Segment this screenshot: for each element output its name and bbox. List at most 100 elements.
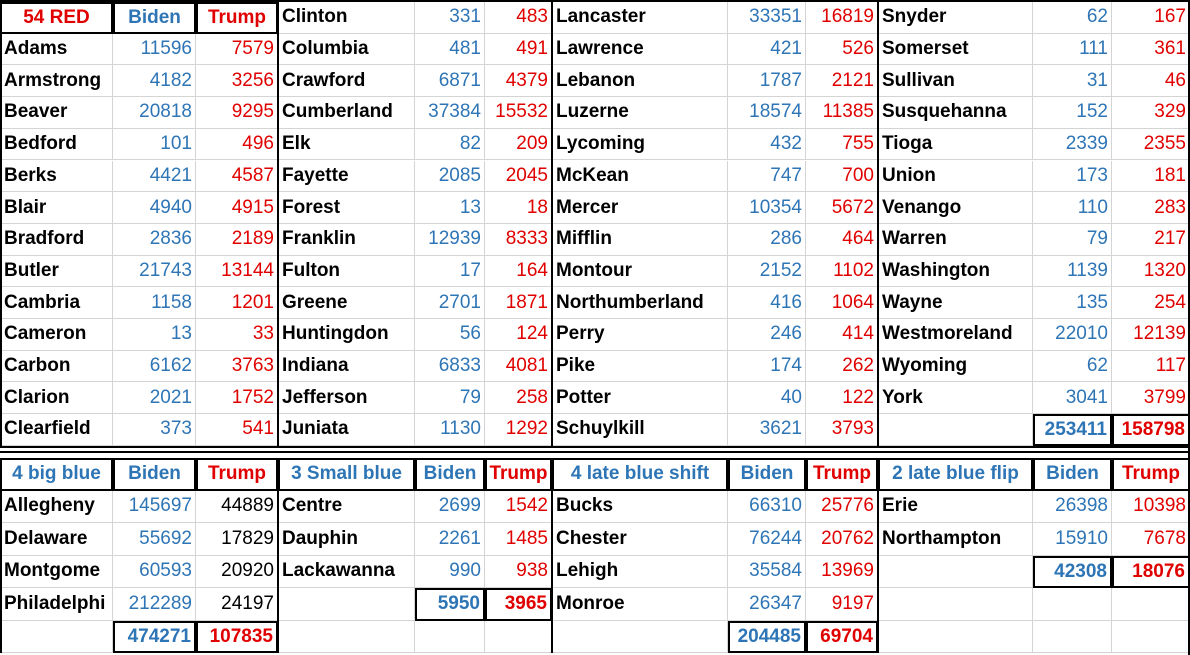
trump-votes: 122: [806, 382, 878, 415]
county-name: Cumberland: [278, 97, 415, 129]
county-name: Forest: [278, 192, 415, 224]
trump-header: Trump: [485, 458, 552, 491]
trump-votes: 4379: [485, 65, 552, 98]
biden-votes: 10354: [728, 192, 806, 224]
border: [0, 0, 1190, 2]
county-name: Franklin: [278, 223, 415, 256]
county-name: Luzerne: [552, 97, 728, 129]
trump-votes: 1320: [1112, 255, 1190, 288]
grid-cell: [278, 588, 415, 621]
trump-votes: 217: [1112, 223, 1190, 256]
trump-votes: 11385: [806, 97, 878, 129]
county-name: Sullivan: [878, 65, 1033, 98]
trump-votes: 17829: [196, 523, 278, 556]
biden-votes: 12939: [415, 223, 485, 256]
biden-votes: 152: [1033, 97, 1112, 129]
biden-votes: 421: [728, 33, 806, 66]
trump-total: 3965: [485, 588, 552, 621]
county-name: Montgome: [0, 555, 113, 588]
biden-votes: 246: [728, 319, 806, 351]
trump-votes: 938: [485, 555, 552, 588]
trump-votes: 181: [1112, 160, 1190, 193]
county-name: Washington: [878, 255, 1033, 288]
trump-votes: 4915: [196, 192, 278, 224]
biden-votes: 1787: [728, 65, 806, 98]
biden-votes: 286: [728, 223, 806, 256]
trump-votes: 3763: [196, 350, 278, 383]
county-name: Wyoming: [878, 350, 1033, 383]
biden-votes: 373: [113, 414, 196, 446]
county-name: Susquehanna: [878, 97, 1033, 129]
trump-votes: 12139: [1112, 319, 1190, 351]
trump-votes: 254: [1112, 287, 1190, 319]
trump-total: 18076: [1112, 555, 1190, 588]
trump-votes: 124: [485, 319, 552, 351]
border: [0, 2, 2, 446]
biden-votes: 11596: [113, 33, 196, 66]
trump-votes: 16819: [806, 2, 878, 34]
trump-votes: 755: [806, 128, 878, 161]
group-header: 2 late blue flip: [878, 458, 1033, 491]
grid-cell: [278, 620, 415, 653]
biden-votes: 66310: [728, 490, 806, 523]
county-name: Lawrence: [552, 33, 728, 66]
trump-header: Trump: [806, 458, 878, 491]
biden-votes: 2152: [728, 255, 806, 288]
biden-votes: 2021: [113, 382, 196, 415]
biden-votes: 26347: [728, 588, 806, 621]
group-header: 4 late blue shift: [552, 458, 728, 491]
county-name: Lycoming: [552, 128, 728, 161]
county-name: Somerset: [878, 33, 1033, 66]
biden-votes: 481: [415, 33, 485, 66]
biden-votes: 35584: [728, 555, 806, 588]
trump-votes: 2355: [1112, 128, 1190, 161]
biden-header: Biden: [415, 458, 485, 491]
biden-votes: 3041: [1033, 382, 1112, 415]
trump-votes: 24197: [196, 588, 278, 621]
county-name: Westmoreland: [878, 319, 1033, 351]
trump-votes: 15532: [485, 97, 552, 129]
border: [551, 458, 553, 653]
biden-votes: 1158: [113, 287, 196, 319]
biden-votes: 33351: [728, 2, 806, 34]
trump-votes: 2121: [806, 65, 878, 98]
border: [277, 458, 279, 653]
biden-votes: 79: [415, 382, 485, 415]
county-name: Northumberland: [552, 287, 728, 319]
biden-votes: 18574: [728, 97, 806, 129]
county-name: Snyder: [878, 2, 1033, 34]
biden-votes: 416: [728, 287, 806, 319]
biden-votes: 2339: [1033, 128, 1112, 161]
biden-votes: 17: [415, 255, 485, 288]
biden-votes: 111: [1033, 33, 1112, 66]
trump-votes: 33: [196, 319, 278, 351]
trump-votes: 7678: [1112, 523, 1190, 556]
trump-votes: 117: [1112, 350, 1190, 383]
trump-votes: 526: [806, 33, 878, 66]
trump-votes: 2045: [485, 160, 552, 193]
trump-header: Trump: [196, 458, 278, 491]
trump-votes: 483: [485, 2, 552, 34]
biden-votes: 31: [1033, 65, 1112, 98]
grid-cell: [1112, 588, 1190, 621]
county-name: Tioga: [878, 128, 1033, 161]
biden-votes: 56: [415, 319, 485, 351]
county-name: Potter: [552, 382, 728, 415]
county-name: Bedford: [0, 128, 113, 161]
trump-votes: 1201: [196, 287, 278, 319]
trump-total: 69704: [806, 620, 878, 653]
trump-total: 107835: [196, 620, 278, 653]
trump-votes: 13144: [196, 255, 278, 288]
biden-votes: 6871: [415, 65, 485, 98]
trump-votes: 164: [485, 255, 552, 288]
grid-cell: [1033, 588, 1112, 621]
trump-votes: 414: [806, 319, 878, 351]
trump-votes: 4081: [485, 350, 552, 383]
trump-votes: 1871: [485, 287, 552, 319]
grid-cell: [878, 588, 1033, 621]
county-name: Clinton: [278, 2, 415, 34]
biden-total: 253411: [1033, 414, 1112, 446]
county-name: Armstrong: [0, 65, 113, 98]
biden-header: Biden: [113, 458, 196, 491]
